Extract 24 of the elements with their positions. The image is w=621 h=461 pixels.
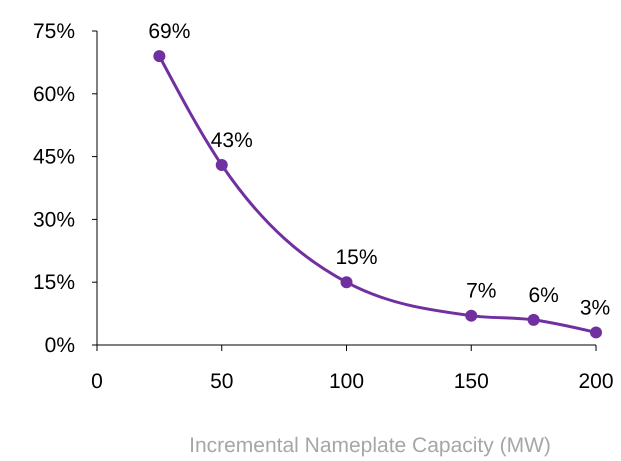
x-tick-label: 100 bbox=[328, 370, 364, 393]
data-label: 43% bbox=[210, 128, 253, 152]
point bbox=[528, 314, 540, 326]
y-tick-label: 15% bbox=[32, 271, 75, 294]
point bbox=[465, 310, 478, 322]
y-tick-label: 45% bbox=[32, 146, 75, 169]
x-axis-title: Incremental Nameplate Capacity (MW) bbox=[189, 434, 551, 457]
x-tick-label: 0 bbox=[91, 370, 103, 393]
data-label: 15% bbox=[335, 246, 378, 270]
data-label: 7% bbox=[466, 280, 496, 303]
x-tick-label: 150 bbox=[454, 370, 489, 393]
x-tick-label: 50 bbox=[210, 370, 234, 393]
x-tick-label: 200 bbox=[578, 370, 614, 393]
data-label: 3% bbox=[580, 296, 610, 320]
y-tick-label: 60% bbox=[32, 82, 75, 106]
y-tick-label: 0% bbox=[44, 334, 75, 357]
data-label: 69% bbox=[148, 20, 190, 44]
point bbox=[340, 276, 352, 288]
point bbox=[590, 326, 602, 338]
y-tick-label: 30% bbox=[32, 208, 75, 232]
y-tick-label: 75% bbox=[32, 20, 75, 43]
point bbox=[216, 158, 228, 171]
data-label: 6% bbox=[528, 284, 559, 307]
point bbox=[153, 50, 166, 62]
